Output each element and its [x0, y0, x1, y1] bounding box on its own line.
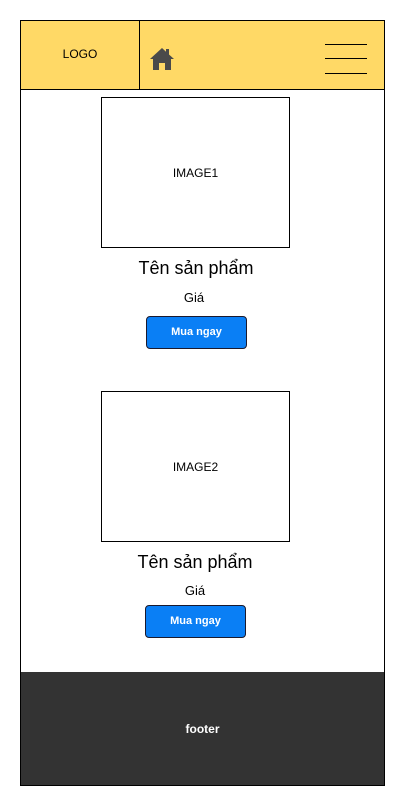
product-image-2: IMAGE2: [101, 391, 290, 542]
footer: footer: [21, 672, 384, 785]
buy-now-button-1[interactable]: Mua ngay: [146, 316, 247, 349]
hamburger-menu-icon[interactable]: [325, 43, 367, 75]
mobile-page-frame: LOGO IMAGE1 Tên sản phẩm Giá Mua ngay IM…: [20, 20, 385, 786]
buy-now-button-2[interactable]: Mua ngay: [145, 605, 246, 638]
header: LOGO: [21, 21, 384, 90]
product-name-2: Tên sản phẩm: [137, 552, 253, 572]
product-name-1: Tên sản phẩm: [138, 258, 254, 278]
image-placeholder-label: IMAGE2: [172, 459, 219, 474]
product-image-1: IMAGE1: [101, 97, 290, 248]
home-icon[interactable]: [149, 47, 175, 71]
logo[interactable]: LOGO: [21, 21, 140, 89]
image-placeholder-label: IMAGE1: [172, 165, 219, 180]
product-price-1: Giá: [183, 290, 205, 305]
product-price-2: Giá: [184, 583, 206, 598]
